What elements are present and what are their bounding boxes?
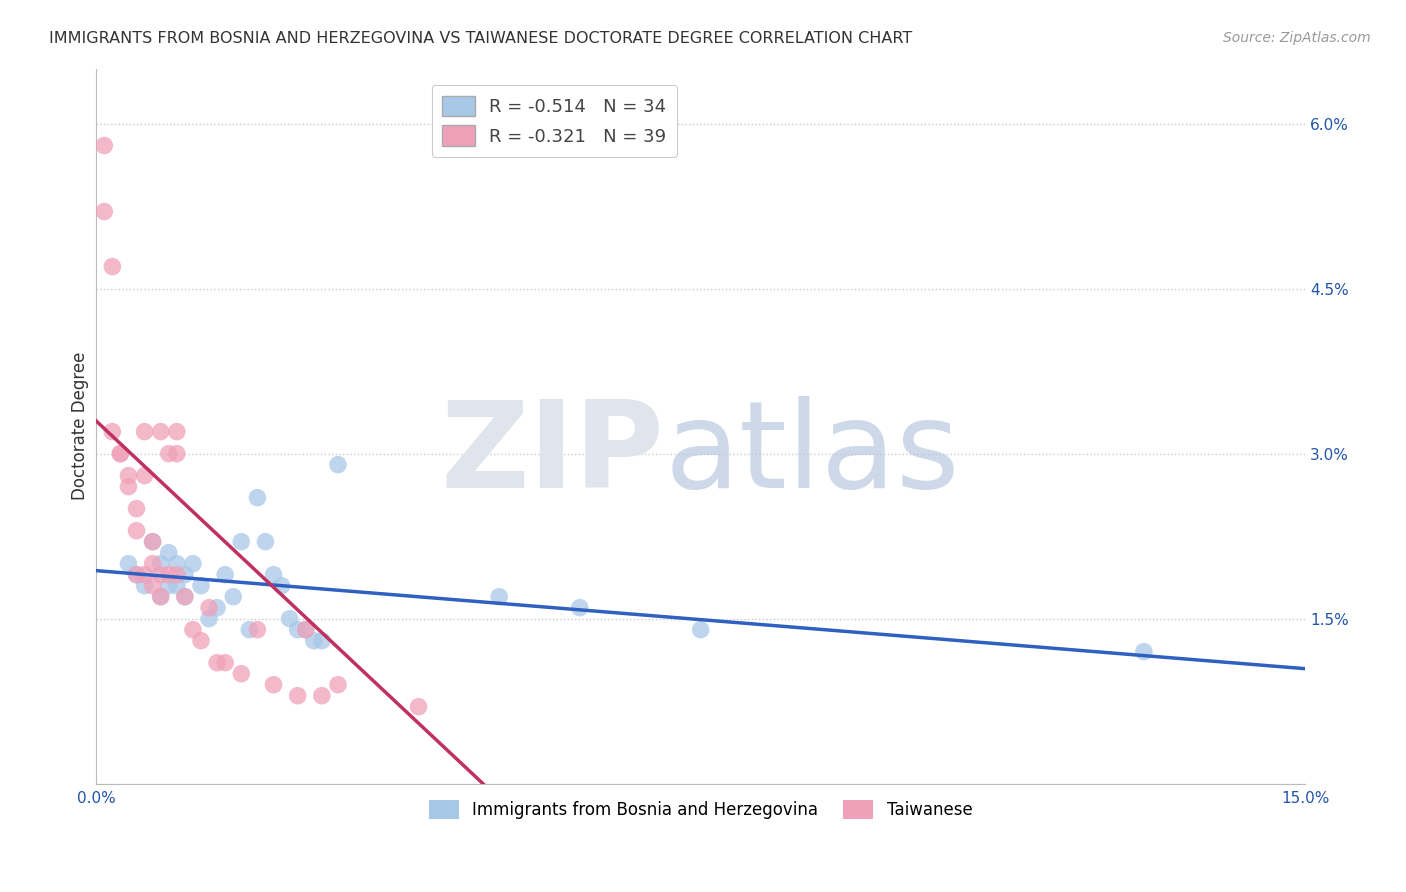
Point (125, 524, 148, 538)
Point (134, 567, 156, 582)
Point (173, 567, 195, 582)
Point (190, 633, 212, 648)
Point (214, 656, 236, 670)
Point (205, 600, 228, 615)
Point (205, 656, 228, 670)
Text: atlas: atlas (665, 396, 960, 513)
Point (157, 579, 180, 593)
Point (166, 567, 188, 582)
Point (311, 689, 333, 703)
Point (149, 590, 172, 604)
Point (326, 678, 349, 692)
Point (246, 623, 269, 637)
Point (142, 534, 165, 549)
Point (117, 557, 139, 571)
Point (134, 579, 156, 593)
Point (263, 567, 285, 582)
Point (149, 567, 172, 582)
Point (93, 138, 115, 153)
Point (1133, 645, 1156, 659)
Point (294, 623, 316, 637)
Point (125, 567, 148, 582)
Point (157, 546, 180, 560)
Point (157, 567, 180, 582)
Point (166, 557, 188, 571)
Point (142, 534, 165, 549)
Point (488, 590, 510, 604)
Point (198, 612, 221, 626)
Legend: Immigrants from Bosnia and Herzegovina, Taiwanese: Immigrants from Bosnia and Herzegovina, … (422, 793, 979, 825)
Point (278, 612, 301, 626)
Point (287, 689, 309, 703)
Point (311, 633, 333, 648)
Point (222, 590, 245, 604)
Point (117, 468, 139, 483)
Point (117, 480, 139, 494)
Point (149, 425, 172, 439)
Point (166, 447, 188, 461)
Point (287, 623, 309, 637)
Point (142, 557, 165, 571)
Point (149, 557, 172, 571)
Point (190, 579, 212, 593)
Point (326, 458, 349, 472)
Point (689, 623, 711, 637)
Point (198, 600, 221, 615)
Text: ZIP: ZIP (440, 396, 665, 513)
Point (134, 468, 156, 483)
Point (263, 678, 285, 692)
Point (125, 567, 148, 582)
Point (142, 579, 165, 593)
Point (302, 633, 325, 648)
Point (93, 204, 115, 219)
Point (254, 534, 277, 549)
Point (166, 579, 188, 593)
Point (101, 260, 124, 274)
Point (110, 447, 132, 461)
Point (181, 623, 204, 637)
Point (181, 557, 204, 571)
Text: IMMIGRANTS FROM BOSNIA AND HERZEGOVINA VS TAIWANESE DOCTORATE DEGREE CORRELATION: IMMIGRANTS FROM BOSNIA AND HERZEGOVINA V… (49, 31, 912, 46)
Point (101, 425, 124, 439)
Point (270, 579, 292, 593)
Point (173, 590, 195, 604)
Point (149, 590, 172, 604)
Point (214, 567, 236, 582)
Point (134, 425, 156, 439)
Text: Source: ZipAtlas.com: Source: ZipAtlas.com (1223, 31, 1371, 45)
Y-axis label: Doctorate Degree: Doctorate Degree (72, 352, 89, 500)
Point (408, 699, 430, 714)
Point (166, 425, 188, 439)
Point (157, 447, 180, 461)
Point (110, 447, 132, 461)
Point (246, 491, 269, 505)
Point (238, 623, 260, 637)
Point (294, 623, 316, 637)
Point (568, 600, 591, 615)
Point (231, 666, 253, 681)
Point (173, 590, 195, 604)
Point (231, 534, 253, 549)
Point (125, 501, 148, 516)
